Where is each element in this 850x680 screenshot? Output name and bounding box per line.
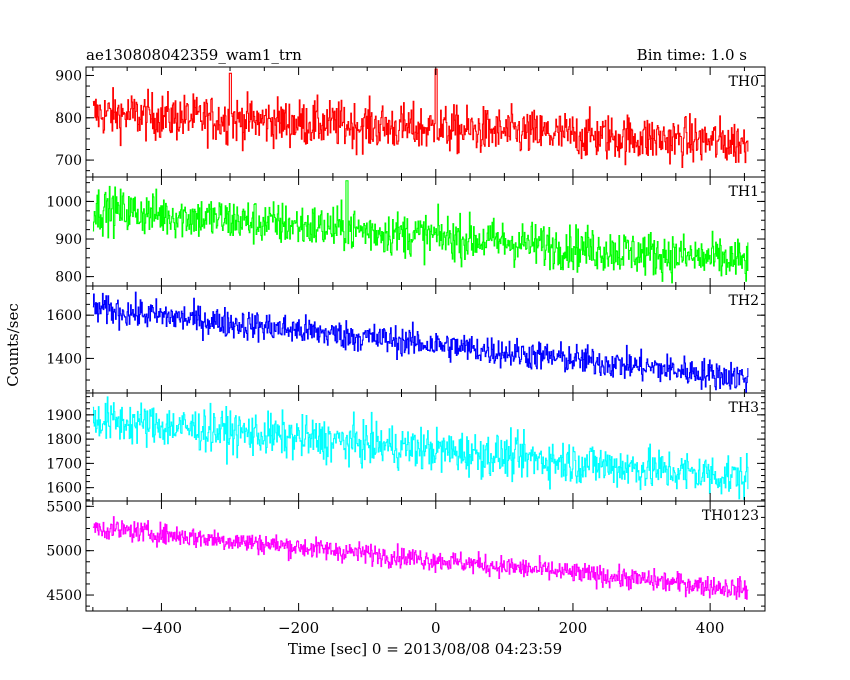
x-tick-label: 0 [431,619,441,637]
y-tick-label: 900 [55,68,82,84]
panel-th3: 1600 1700 1800 1900 TH3 [46,392,766,502]
panel-th1: 800 900 1000 TH1 [46,176,766,287]
y-tick-label: 1700 [46,456,82,472]
x-tick-label: 200 [559,619,588,637]
panel-th2: 1400 1600 TH2 [46,285,766,394]
x-tick-label: −200 [278,619,319,637]
series-line-th0 [92,68,749,169]
panel-th0123: 4500 5000 5500 TH0123 [46,499,766,612]
panel-frame [85,285,766,394]
panel-th0: 700 800 900 TH0 [55,66,766,178]
series-line-th1 [92,180,749,284]
bin-time-label: Bin time: 1.0 s [637,46,747,64]
y-tick-label: 5000 [46,544,82,560]
y-tick-label: 4500 [46,588,82,604]
y-tick-label: 1800 [46,432,82,448]
panel-frame [85,500,766,612]
y-tick-label: 1000 [46,194,82,210]
y-tick-label: 700 [55,153,82,169]
x-tick-label: 400 [696,619,725,637]
y-tick-label: 800 [55,270,82,286]
panel-label-th1: TH1 [729,184,759,200]
x-axis-label: Time [sec] 0 = 2013/08/08 04:23:59 [288,640,562,658]
panels-group: 700 800 900 TH0 800 900 1000 TH1 1400 1600 TH2 1600… [46,66,766,637]
series-line-th3 [92,396,749,500]
y-tick-label: 900 [55,232,82,248]
y-tick-label: 1400 [46,351,82,367]
y-tick-label: 1600 [46,481,82,497]
panel-label-th0: TH0 [729,74,759,90]
panel-label-th0123: TH0123 [702,508,759,524]
y-tick-label: 1600 [46,308,82,324]
series-line-th2 [92,291,749,393]
panel-label-th3: TH3 [729,400,759,416]
y-tick-label: 800 [55,111,82,127]
x-tick-label: −400 [141,619,182,637]
y-tick-label: 1900 [46,408,82,424]
y-tick-label: 5500 [46,499,82,515]
series-line-th0123 [92,516,749,600]
y-axis-label: Counts/sec [4,303,22,387]
panel-label-th2: TH2 [729,293,759,309]
chart-title: ae130808042359_wam1_trn [86,46,302,64]
